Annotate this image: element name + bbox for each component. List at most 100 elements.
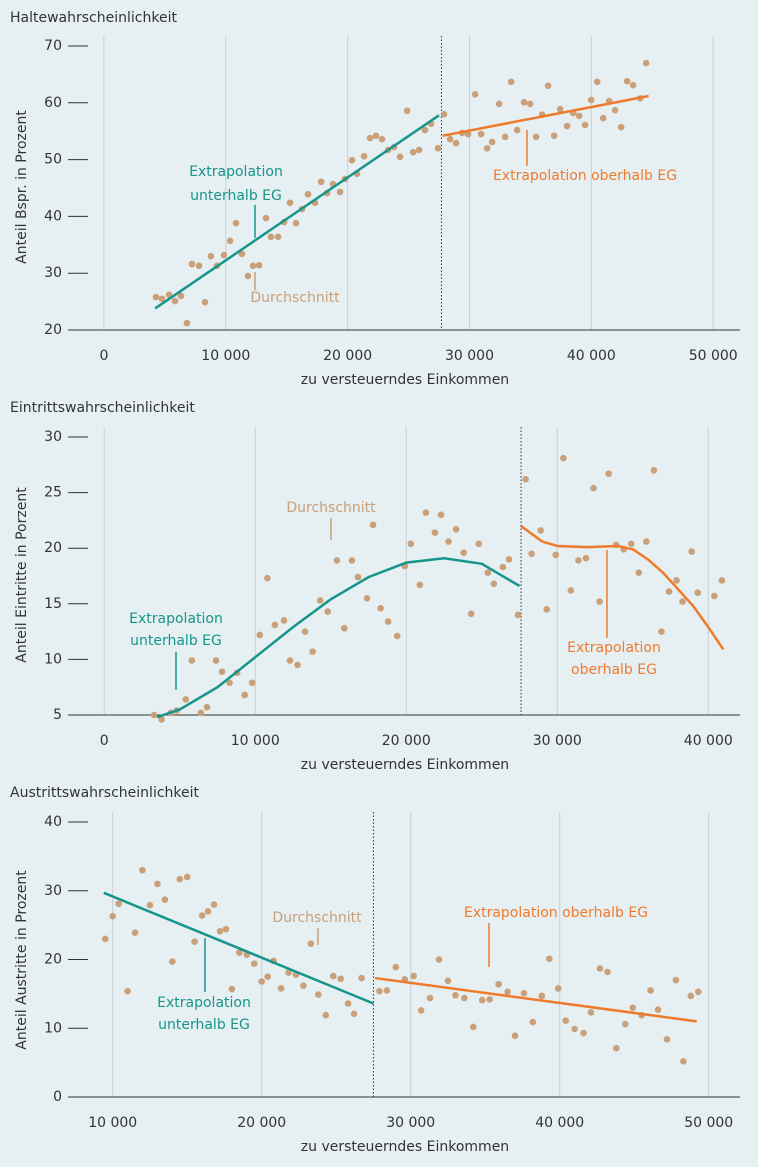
data-point xyxy=(605,470,612,477)
data-point xyxy=(435,956,443,963)
data-point xyxy=(679,598,686,605)
data-point xyxy=(673,577,680,584)
y-tick-label: 60 xyxy=(44,95,62,111)
data-point xyxy=(511,1032,519,1040)
x-tick-label: 20 000 xyxy=(323,348,372,364)
data-point xyxy=(575,557,582,564)
data-point xyxy=(329,972,337,980)
data-point xyxy=(529,1018,537,1026)
data-point xyxy=(115,900,122,908)
data-point xyxy=(452,525,460,533)
data-point xyxy=(617,123,625,131)
y-tick-label: 40 xyxy=(44,208,62,224)
data-point xyxy=(188,657,196,664)
data-point xyxy=(580,1029,587,1037)
data-point xyxy=(599,114,607,122)
data-point xyxy=(623,77,631,85)
data-point xyxy=(504,988,511,996)
data-point xyxy=(520,98,528,106)
data-point xyxy=(647,987,654,994)
data-point xyxy=(452,139,460,147)
data-point xyxy=(258,978,266,985)
data-point xyxy=(304,190,312,198)
data-point xyxy=(501,133,509,141)
data-point xyxy=(446,135,454,143)
data-point xyxy=(348,156,356,164)
data-point xyxy=(377,604,384,612)
data-point xyxy=(280,617,288,624)
data-point xyxy=(627,540,635,548)
annotation-label: oberhalb EG xyxy=(571,662,657,678)
x-tick-label: 0 xyxy=(100,733,109,749)
data-point xyxy=(478,996,486,1004)
data-point xyxy=(207,252,215,260)
data-point xyxy=(285,969,292,976)
data-point xyxy=(267,233,275,241)
data-point xyxy=(244,272,252,280)
data-point xyxy=(255,261,263,269)
data-point xyxy=(294,661,301,669)
data-point xyxy=(146,901,154,909)
data-point xyxy=(333,557,341,564)
data-point xyxy=(322,1011,330,1019)
data-point xyxy=(152,293,160,301)
data-point xyxy=(226,679,233,687)
x-tick-label: 10 000 xyxy=(88,1115,137,1131)
x-tick-label: 0 xyxy=(99,348,108,364)
data-point xyxy=(228,985,236,993)
data-point xyxy=(499,563,507,571)
data-point xyxy=(286,657,294,664)
y-tick-label: 30 xyxy=(44,883,62,899)
x-tick-label: 20 000 xyxy=(237,1115,286,1131)
data-point xyxy=(124,987,131,995)
data-point xyxy=(416,581,424,589)
x-tick-label: 10 000 xyxy=(231,733,280,749)
data-point xyxy=(495,100,503,108)
data-point xyxy=(711,592,718,600)
data-point xyxy=(460,549,467,556)
data-point xyxy=(131,929,139,936)
data-point xyxy=(434,144,442,152)
data-point xyxy=(590,484,597,492)
data-point xyxy=(554,985,562,992)
panel-title: Haltewahrscheinlichkeit xyxy=(10,10,177,26)
data-point xyxy=(139,866,146,874)
data-point xyxy=(528,550,535,558)
data-point xyxy=(183,319,191,327)
data-point xyxy=(101,935,109,943)
data-point xyxy=(596,965,604,972)
data-point xyxy=(264,973,271,980)
annotation-label: Extrapolation xyxy=(567,640,661,656)
data-point xyxy=(440,110,448,118)
data-point xyxy=(336,188,344,196)
data-point xyxy=(348,557,356,564)
data-point xyxy=(317,178,325,186)
x-tick-label: 40 000 xyxy=(684,733,733,749)
data-point xyxy=(688,548,695,555)
data-point xyxy=(316,597,324,604)
data-point xyxy=(337,975,344,983)
fit-line xyxy=(374,976,697,1023)
data-point xyxy=(444,977,452,985)
annotation-label: Durchschnitt xyxy=(250,290,340,306)
annotation-label: unterhalb EG xyxy=(158,1017,250,1033)
data-point xyxy=(158,295,166,303)
data-point xyxy=(621,1020,629,1028)
data-point xyxy=(415,146,423,154)
y-tick-label: 30 xyxy=(44,429,62,445)
data-point xyxy=(248,679,256,687)
y-tick-label: 70 xyxy=(44,38,62,54)
data-point xyxy=(520,989,528,997)
data-point xyxy=(469,1023,477,1031)
data-point xyxy=(309,648,316,655)
data-point xyxy=(384,618,392,625)
x-tick-label: 10 000 xyxy=(201,348,250,364)
x-tick-label: 30 000 xyxy=(533,733,582,749)
data-point xyxy=(495,980,502,988)
y-tick-label: 0 xyxy=(53,1089,62,1105)
x-tick-label: 30 000 xyxy=(386,1115,435,1131)
data-point xyxy=(694,988,702,996)
y-axis-title: Anteil Eintritte in Porzent xyxy=(14,487,30,663)
data-point xyxy=(204,908,212,915)
data-point xyxy=(264,574,271,582)
